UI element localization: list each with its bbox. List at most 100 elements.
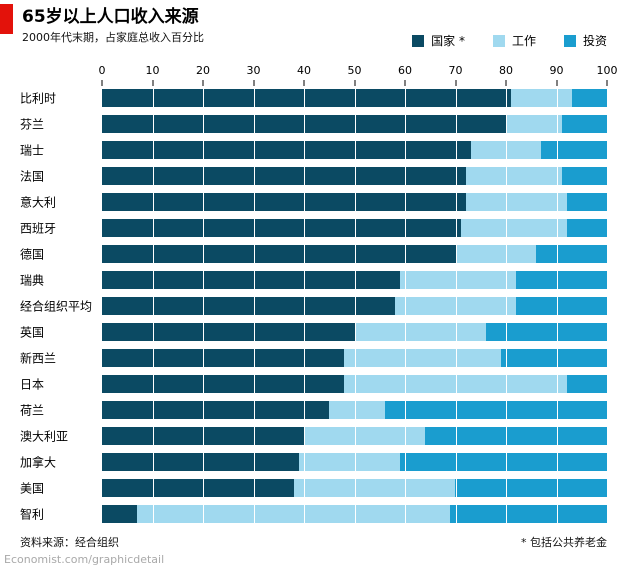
axis-tick-label: 60 bbox=[398, 64, 412, 77]
bar-segment-state bbox=[102, 115, 506, 133]
bar-segment-work bbox=[293, 479, 456, 497]
row-label: 意大利 bbox=[20, 195, 57, 210]
row-label: 新西兰 bbox=[20, 351, 57, 366]
stacked-bar bbox=[102, 427, 607, 445]
axis-tick-mark bbox=[455, 80, 456, 86]
chart-title: 65岁以上人口收入来源 bbox=[22, 7, 199, 27]
bar-segment-state bbox=[102, 401, 330, 419]
legend-item-investment: 投资 bbox=[563, 32, 607, 49]
axis-tick-mark bbox=[253, 80, 254, 86]
x-axis-scale: 0 10 20 30 40 50 60 70 80 90 100 bbox=[99, 61, 618, 86]
footnotes: 资料来源：经合组织 * 包括公共养老金 bbox=[20, 534, 607, 550]
bar-segment-state bbox=[102, 271, 400, 289]
stacked-bar bbox=[102, 375, 607, 393]
row-label: 西班牙 bbox=[20, 221, 57, 236]
bar-segment-state bbox=[102, 349, 345, 367]
bar-segment-state bbox=[102, 219, 461, 237]
legend-label-work: 工作 bbox=[511, 34, 536, 48]
footer-link[interactable]: Economist.com/graphicdetail bbox=[4, 553, 165, 566]
bar-segment-investment bbox=[500, 349, 607, 367]
bar-row: 智利 bbox=[20, 505, 607, 523]
row-label: 加拿大 bbox=[20, 455, 57, 470]
source-note: 资料来源：经合组织 bbox=[20, 536, 119, 549]
bar-segment-state bbox=[102, 245, 456, 263]
stacked-bar bbox=[102, 245, 607, 263]
chart-header: 65岁以上人口收入来源 2000年代末期，占家庭总收入百分比 bbox=[0, 0, 640, 45]
axis-tick-mark bbox=[303, 80, 305, 86]
bar-segment-state bbox=[102, 323, 355, 341]
axis-tick-mark bbox=[101, 80, 103, 86]
bar-segment-investment bbox=[571, 89, 607, 107]
legend-swatch-state bbox=[412, 34, 425, 47]
bar-segment-state bbox=[102, 479, 294, 497]
bar-row: 瑞士 bbox=[20, 141, 607, 159]
stacked-bar bbox=[102, 193, 607, 211]
row-label: 日本 bbox=[20, 377, 45, 392]
axis-tick-label: 90 bbox=[549, 64, 564, 77]
axis-tick-mark bbox=[606, 80, 608, 86]
axis-tick-label: 30 bbox=[246, 64, 261, 77]
axis-tick-label: 10 bbox=[145, 64, 160, 77]
row-label: 德国 bbox=[20, 247, 45, 262]
bar-segment-state bbox=[102, 167, 466, 185]
bar-row: 芬兰 bbox=[20, 115, 607, 133]
axis-tick-label: 40 bbox=[297, 64, 311, 77]
bar-segment-investment bbox=[561, 167, 607, 185]
stacked-bar bbox=[102, 115, 607, 133]
bar-segment-investment bbox=[566, 193, 607, 211]
stacked-bar bbox=[102, 349, 607, 367]
row-label: 法国 bbox=[20, 169, 45, 184]
bar-segment-investment bbox=[516, 271, 607, 289]
chart-area: 0 10 20 30 40 50 60 70 80 90 100 比利时 芬兰 瑞士 法国 意大利 西班牙 德国… bbox=[20, 61, 618, 523]
bar-row: 法国 bbox=[20, 167, 607, 185]
row-label: 英国 bbox=[20, 325, 45, 340]
bar-segment-work bbox=[298, 453, 400, 471]
legend-label-state: 国家 * bbox=[431, 34, 465, 48]
bar-segment-state bbox=[102, 141, 471, 159]
row-label: 经合组织平均 bbox=[20, 299, 93, 314]
bar-row: 澳大利亚 bbox=[20, 427, 607, 445]
bar-segment-work bbox=[455, 245, 537, 263]
bar-row: 新西兰 bbox=[20, 349, 607, 367]
legend-item-state: 国家 * bbox=[412, 32, 465, 49]
bar-row: 德国 bbox=[20, 245, 607, 263]
bar-row: 经合组织平均 bbox=[20, 297, 607, 315]
row-label: 芬兰 bbox=[20, 117, 45, 132]
bar-segment-state bbox=[102, 297, 395, 315]
row-label: 美国 bbox=[20, 481, 45, 496]
bar-segment-work bbox=[506, 115, 562, 133]
row-label: 比利时 bbox=[20, 91, 57, 106]
legend: 国家 * 工作 投资 bbox=[412, 32, 607, 49]
plot-area: 比利时芬兰瑞士法国意大利西班牙德国瑞典经合组织平均 英国新西兰日本荷兰澳大利亚加拿… bbox=[20, 89, 607, 523]
bar-row: 英国 bbox=[20, 323, 607, 341]
stacked-bar bbox=[102, 141, 607, 159]
stacked-bar bbox=[102, 219, 607, 237]
row-label: 瑞典 bbox=[20, 273, 45, 288]
bar-segment-investment bbox=[516, 297, 607, 315]
bar-segment-work bbox=[511, 89, 572, 107]
axis-tick-label: 20 bbox=[196, 64, 210, 77]
axis-tick-label: 80 bbox=[499, 64, 513, 77]
row-label: 智利 bbox=[20, 507, 45, 522]
legend-item-work: 工作 bbox=[492, 32, 536, 49]
bar-row: 荷兰 bbox=[20, 401, 607, 419]
axis-tick-label: 100 bbox=[596, 64, 618, 77]
bar-row: 日本 bbox=[20, 375, 607, 393]
bar-segment-investment bbox=[425, 427, 607, 445]
axis-tick-mark bbox=[404, 80, 406, 86]
footer: Economist.com/graphicdetail bbox=[4, 553, 164, 566]
stacked-bar bbox=[102, 297, 607, 315]
stacked-bar bbox=[102, 505, 607, 523]
stacked-bar bbox=[102, 167, 607, 185]
row-label: 瑞士 bbox=[20, 143, 45, 158]
row-label: 荷兰 bbox=[20, 403, 45, 418]
legend-label-investment: 投资 bbox=[582, 34, 607, 48]
bar-segment-investment bbox=[399, 453, 607, 471]
axis-tick-mark bbox=[152, 80, 153, 86]
bar-segment-state bbox=[102, 505, 138, 523]
bar-row: 加拿大 bbox=[20, 453, 607, 471]
bar-segment-work bbox=[460, 219, 567, 237]
bar-segment-investment bbox=[561, 115, 607, 133]
bar-segment-work bbox=[399, 271, 517, 289]
bar-segment-work bbox=[465, 167, 562, 185]
